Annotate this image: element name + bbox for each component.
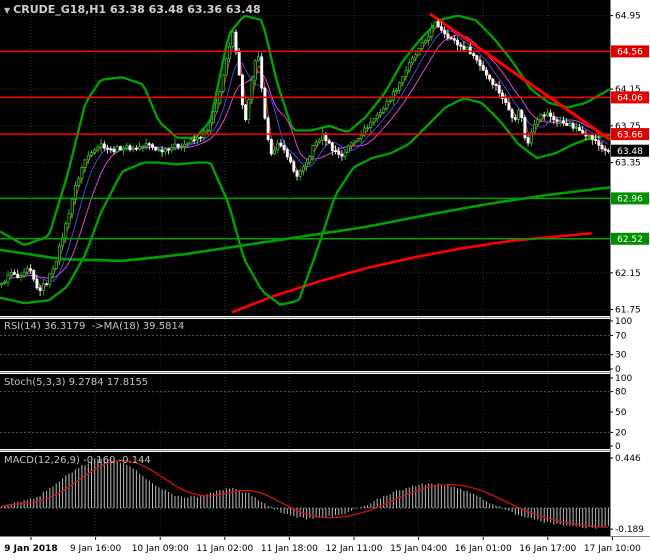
price-axis-tick: -0.189 — [615, 525, 644, 535]
price-axis-tick: 100 — [615, 317, 632, 327]
ma-fast-red — [1, 25, 609, 288]
price-axis-tick: 30 — [615, 351, 627, 361]
price-tag-label: 63.48 — [617, 147, 643, 157]
time-axis-label: 11 Jan 18:00 — [261, 544, 318, 554]
candlestick-series — [0, 19, 610, 296]
price-axis-tick: 63.75 — [615, 122, 641, 132]
price-axis-tick: 50 — [615, 408, 627, 418]
price-axis-tick: 0 — [615, 442, 621, 452]
price-tag-label: 63.66 — [617, 130, 643, 140]
price-axis-tick: 20 — [615, 428, 627, 438]
price-tag-label: 62.96 — [617, 195, 643, 205]
price-axis-tick: 100 — [615, 374, 632, 384]
macd-signal-line — [1, 459, 609, 528]
time-axis-label: 16 Jan 01:00 — [455, 544, 512, 554]
time-axis-label: 11 Jan 02:00 — [196, 544, 253, 554]
rsi-panel[interactable] — [0, 319, 610, 371]
price-axis-tick: 0 — [615, 365, 621, 375]
price-axis-tick: 62.15 — [615, 269, 641, 279]
price-axis-tick: 80 — [615, 388, 627, 398]
time-axis-label: 9 Jan 2018 — [4, 544, 57, 554]
price-axis-tick: 64.95 — [615, 12, 641, 22]
descending-trendline[interactable] — [429, 12, 610, 141]
time-axis-label: 16 Jan 17:00 — [519, 544, 576, 554]
price-axis-tick: 63.35 — [615, 159, 641, 169]
price-axis-bg[interactable] — [610, 0, 650, 536]
price-tag-62-52 — [611, 232, 649, 245]
band-upper — [0, 14, 610, 246]
time-axis-label: 17 Jan 10:00 — [584, 544, 641, 554]
price-axis-tick: 61.75 — [615, 306, 641, 316]
price-tag-label: 62.52 — [617, 235, 643, 245]
band-lower — [0, 97, 610, 306]
time-axis-label: 9 Jan 16:00 — [70, 544, 122, 554]
time-axis-bg[interactable] — [0, 536, 650, 560]
ma-fast-magenta — [1, 34, 609, 284]
price-axis-tick: 64.15 — [615, 85, 641, 95]
price-tag-64-56 — [611, 45, 649, 58]
price-tag-label: 64.06 — [617, 94, 643, 104]
ma-fast-blue — [1, 30, 609, 284]
price-tag-63-48 — [611, 144, 649, 157]
time-axis-label: 10 Jan 09:00 — [132, 544, 189, 554]
price-axis[interactable]: 64.95 64.15 63.75 63.35 62.15 61.75 64.56 64.06… — [610, 0, 650, 536]
time-axis-label: 15 Jan 04:00 — [390, 544, 447, 554]
macd-signal-group — [1, 459, 609, 528]
price-axis-tick: 70 — [615, 331, 627, 341]
price-tag-64-06 — [611, 91, 649, 104]
price-tag-62-96 — [611, 192, 649, 205]
ma-slow-green — [0, 186, 610, 263]
stoch-panel[interactable] — [0, 374, 610, 449]
price-tag-63-66 — [611, 128, 649, 141]
time-axis[interactable]: 9 Jan 2018 9 Jan 16:00 10 Jan 09:00 11 Jan … — [0, 536, 650, 560]
price-axis-tick: 0.446 — [615, 454, 641, 464]
time-axis-label: 12 Jan 11:00 — [326, 544, 383, 554]
price-tag-label: 64.56 — [617, 48, 643, 58]
